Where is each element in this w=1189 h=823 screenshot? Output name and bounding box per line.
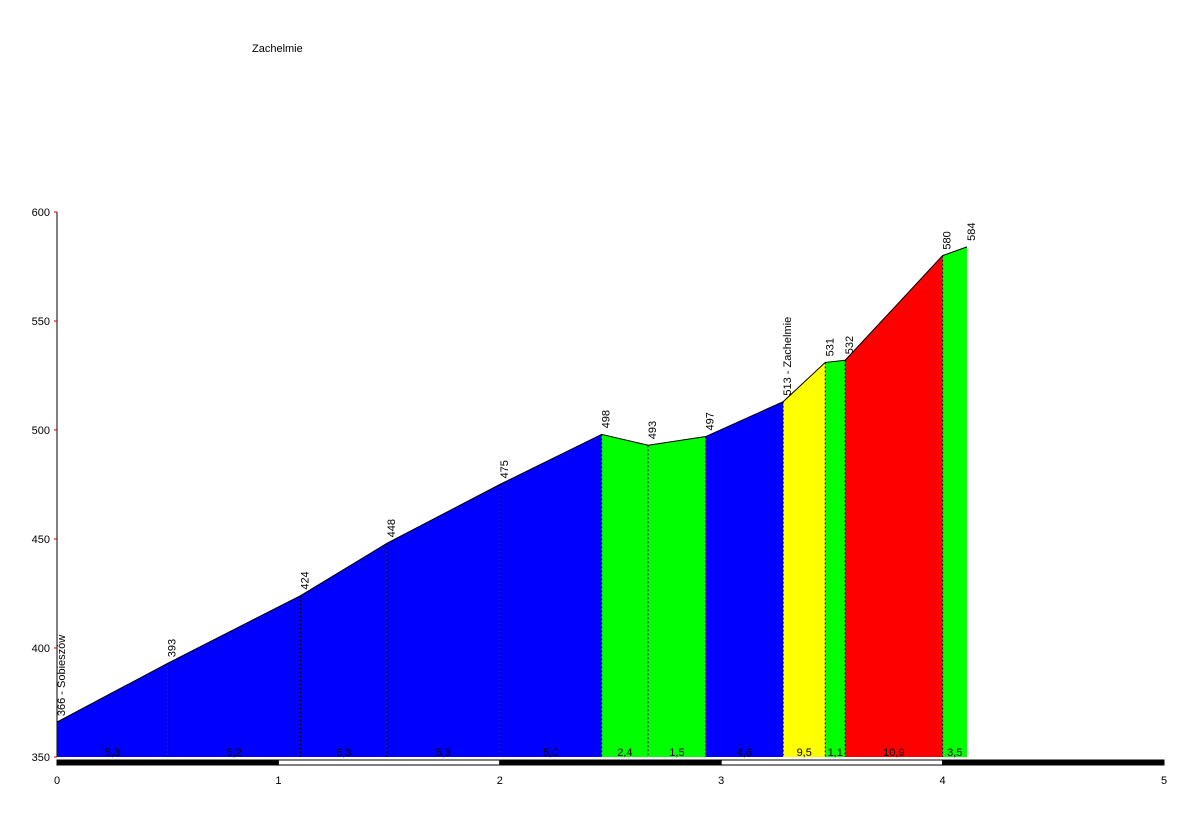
- gradient-label: 10,9: [883, 747, 904, 759]
- point-label: 424: [300, 571, 312, 589]
- segment: [601, 434, 649, 757]
- segment: [167, 595, 301, 757]
- km-strip: [56, 759, 279, 766]
- gradient-label: 3,5: [947, 747, 962, 759]
- gradient-label: 5,2: [226, 747, 241, 759]
- point-label: 513 - Zachelmie: [782, 317, 794, 396]
- gradient-label: 5,3: [105, 747, 120, 759]
- km-strip: [720, 759, 944, 766]
- y-tick-label: 550: [32, 316, 50, 328]
- chart-title: Zachelmie: [252, 43, 303, 55]
- km-strip: [277, 759, 501, 766]
- point-label: 393: [167, 639, 179, 657]
- y-tick-label: 500: [32, 425, 50, 437]
- x-tick-label: 4: [940, 775, 946, 787]
- point-label: 366 - Sobieszów: [56, 635, 68, 716]
- segment: [386, 484, 500, 757]
- gradient-label: 6,3: [336, 747, 351, 759]
- gradient-label: 4,6: [737, 747, 752, 759]
- segment: [845, 255, 943, 757]
- x-tick-label: 3: [718, 775, 724, 787]
- gradient-label: 9,5: [797, 747, 812, 759]
- segment: [57, 663, 168, 757]
- y-tick-label: 400: [32, 643, 50, 655]
- point-label: 584: [966, 223, 978, 241]
- gradient-label: 1,1: [828, 747, 843, 759]
- segment: [825, 360, 846, 757]
- point-label: 531: [824, 338, 836, 356]
- km-strip: [499, 759, 722, 766]
- segment: [942, 246, 967, 757]
- gradient-label: 2,4: [617, 747, 632, 759]
- point-label: 498: [601, 410, 613, 428]
- x-tick-label: 2: [497, 775, 503, 787]
- x-tick-label: 0: [54, 775, 60, 787]
- segment: [300, 543, 387, 757]
- km-strip: [942, 759, 1165, 766]
- gradient-label: 5,3: [436, 747, 451, 759]
- point-label: 475: [499, 460, 511, 478]
- point-label: 493: [647, 421, 659, 439]
- point-label: 497: [705, 412, 717, 430]
- segment: [783, 362, 826, 757]
- segment: [705, 401, 784, 757]
- point-label: 580: [942, 231, 954, 249]
- y-tick-label: 350: [32, 752, 50, 764]
- segment: [499, 434, 602, 757]
- segment: [648, 436, 706, 757]
- x-tick-label: 5: [1161, 775, 1167, 787]
- point-label: 448: [386, 519, 398, 537]
- y-tick-label: 450: [32, 534, 50, 546]
- gradient-label: 5,0: [543, 747, 558, 759]
- x-tick-label: 1: [275, 775, 281, 787]
- gradient-label: 1,5: [669, 747, 684, 759]
- point-label: 532: [844, 336, 856, 354]
- y-tick-label: 600: [32, 207, 50, 219]
